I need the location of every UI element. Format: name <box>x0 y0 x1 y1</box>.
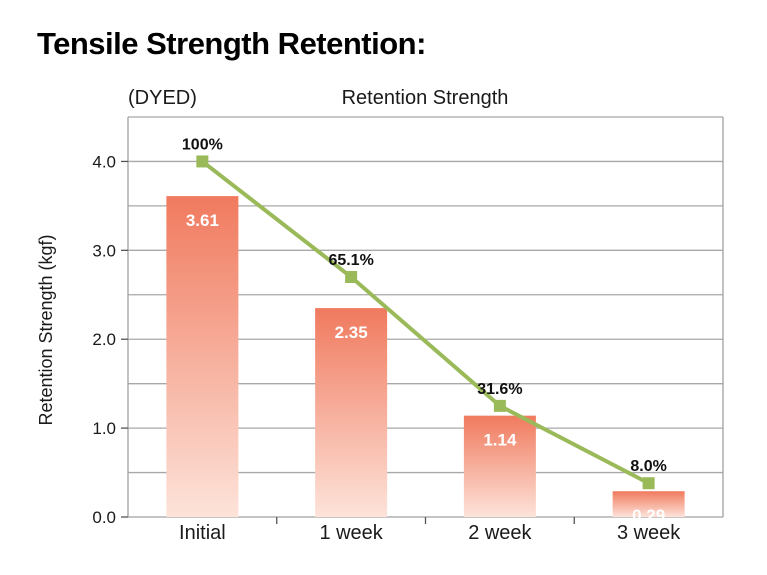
bar-value-label: 2.35 <box>335 323 368 342</box>
line-point <box>345 271 358 283</box>
y-tick-label: 1.0 <box>92 419 116 438</box>
x-tick-label: 3 week <box>617 522 681 544</box>
bar <box>463 415 536 517</box>
page-title: Tensile Strength Retention: <box>37 26 426 61</box>
line-point <box>642 477 655 490</box>
bar-value-label: 1.14 <box>483 431 517 450</box>
bar <box>315 308 388 517</box>
percent-label: 31.6% <box>477 381 522 398</box>
y-axis-label: Retention Strength (kgf) <box>36 234 56 425</box>
y-tick-label: 0.0 <box>92 508 116 527</box>
bar-value-label: 0.29 <box>632 506 665 525</box>
percent-label: 100% <box>182 136 223 153</box>
retention-line <box>201 159 650 485</box>
chart-title: Retention Strength <box>342 87 509 109</box>
chart-subtitle: (DYED) <box>128 87 197 109</box>
bar <box>612 491 685 517</box>
line-point <box>493 399 506 412</box>
line-point <box>196 155 209 168</box>
y-tick-label: 2.0 <box>92 330 116 349</box>
y-tick-label: 4.0 <box>92 152 116 171</box>
y-tick-label: 3.0 <box>92 241 116 260</box>
percent-label: 65.1% <box>328 252 373 269</box>
percent-label: 8.0% <box>630 458 666 475</box>
x-tick-label: 2 week <box>468 522 532 544</box>
x-tick-label: Initial <box>179 522 226 544</box>
x-tick-label: 1 week <box>319 522 383 544</box>
bar <box>166 196 239 517</box>
bar-value-label: 3.61 <box>186 211 219 230</box>
